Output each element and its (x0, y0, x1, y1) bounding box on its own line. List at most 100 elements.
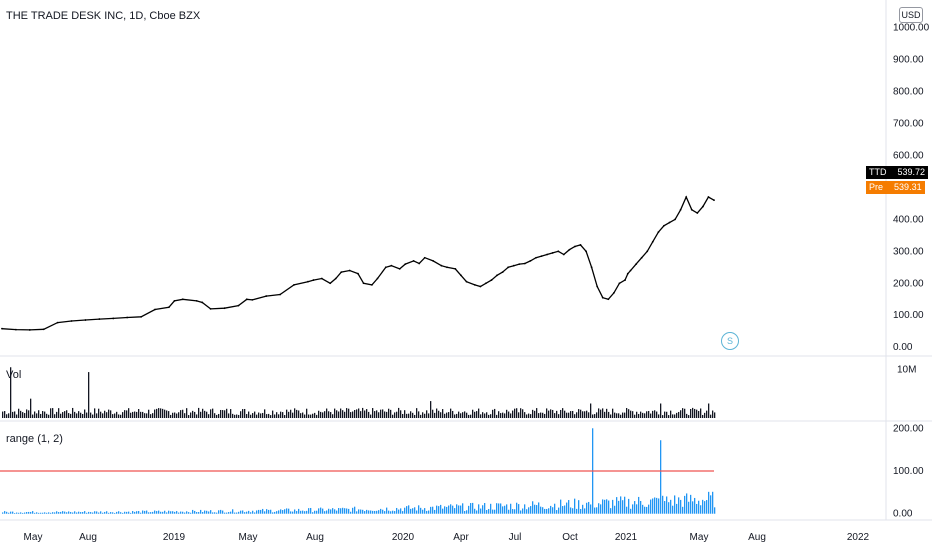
volume-bar (456, 413, 458, 418)
volume-bar (206, 411, 208, 418)
price-point (312, 279, 315, 281)
range-bar (614, 505, 616, 514)
volume-bar (64, 411, 66, 418)
volume-bar (58, 408, 60, 418)
range-bar (360, 509, 362, 514)
volume-bar (644, 413, 646, 418)
volume-bar (4, 411, 6, 418)
volume-pane-label: Vol (6, 369, 22, 381)
volume-bar (522, 409, 524, 418)
volume-bar (54, 414, 56, 418)
range-bar (180, 511, 182, 514)
range-bar (354, 506, 356, 514)
range-bar (608, 500, 610, 514)
volume-bar (314, 412, 316, 418)
volume-bar (160, 408, 162, 418)
range-bar (194, 510, 196, 514)
range-bar (326, 510, 328, 514)
range-bar (562, 506, 564, 514)
currency-button[interactable]: USD (899, 7, 923, 23)
volume-bar (230, 409, 232, 418)
volume-bar (46, 413, 48, 418)
volume-bar (600, 409, 602, 418)
volume-bar (360, 411, 362, 418)
range-bar (104, 511, 106, 514)
range-bar (690, 494, 692, 514)
range-bar (628, 498, 630, 514)
volume-bar (530, 414, 532, 418)
range-bar (474, 508, 476, 514)
range-bar (192, 509, 194, 514)
volume-bar (596, 412, 598, 418)
price-point (181, 298, 184, 301)
price-point (432, 260, 434, 262)
range-bar (668, 502, 670, 514)
range-bar (572, 508, 574, 514)
price-point (398, 267, 401, 270)
volume-bar (418, 411, 420, 418)
volume-bar (226, 408, 228, 418)
range-bar (248, 510, 250, 514)
range-bar (68, 511, 70, 514)
volume-bar (388, 408, 390, 418)
range-bar (8, 512, 10, 514)
range-bar (328, 508, 330, 514)
volume-bar (658, 414, 660, 418)
volume-bar (580, 409, 582, 418)
price-point (173, 299, 176, 302)
range-bar (124, 511, 126, 514)
price-point (690, 208, 693, 211)
range-bar (6, 511, 8, 514)
volume-bar (442, 409, 444, 418)
volume-bar (232, 413, 234, 418)
price-point (404, 263, 407, 266)
range-bar (4, 511, 6, 514)
volume-bar (100, 411, 102, 418)
range-bar (186, 511, 188, 514)
range-bar (224, 512, 226, 514)
volume-bar (578, 409, 580, 418)
price-point (320, 277, 323, 280)
price-point (201, 301, 204, 304)
volume-bar (650, 413, 652, 418)
range-bar (120, 512, 122, 514)
range-bar (270, 509, 272, 514)
range-bar (710, 495, 712, 514)
range-bar (402, 511, 404, 514)
price-point (126, 316, 129, 319)
range-bar (660, 440, 662, 514)
price-point (701, 205, 704, 208)
volume-bar (154, 409, 156, 418)
volume-bar (106, 412, 108, 418)
volume-bar (384, 411, 386, 418)
volume-bar (300, 413, 302, 418)
price-point (540, 255, 543, 258)
range-bar (512, 509, 514, 514)
volume-bar (340, 408, 342, 418)
volume-bar (344, 411, 346, 418)
range-bar (284, 509, 286, 514)
range-bar (94, 511, 96, 514)
range-bar (146, 510, 148, 514)
range-bar (306, 510, 308, 514)
range-bar (36, 512, 38, 514)
price-point (546, 253, 549, 256)
range-bar (364, 511, 366, 514)
range-bar (640, 500, 642, 514)
price-tick-label: 300.00 (893, 246, 924, 257)
range-bar (638, 496, 640, 514)
range-bar (10, 511, 12, 514)
volume-bar (592, 414, 594, 418)
volume-bar (108, 409, 110, 418)
events-marker-icon[interactable]: S (721, 332, 739, 350)
price-point (371, 283, 373, 286)
range-bar (542, 507, 544, 514)
range-bar (338, 508, 340, 514)
range-bar (634, 501, 636, 514)
range-bar (86, 512, 88, 514)
volume-bar (414, 414, 416, 418)
volume-bar (666, 411, 668, 418)
range-bar (576, 508, 578, 514)
price-point (460, 274, 462, 277)
